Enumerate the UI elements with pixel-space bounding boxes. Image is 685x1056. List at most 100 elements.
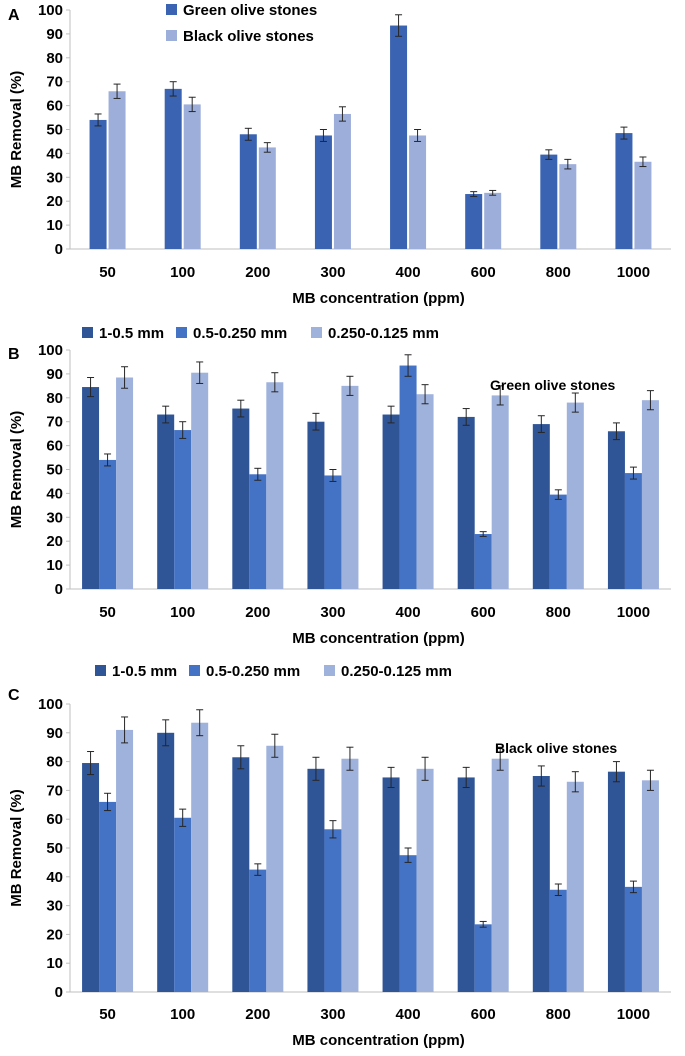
- x-tick-label: 400: [396, 1006, 421, 1023]
- bar: [559, 164, 577, 249]
- error-bar: [646, 769, 654, 791]
- error-bar: [312, 412, 320, 431]
- bar: [174, 817, 192, 992]
- y-tick-label: 30: [46, 169, 63, 186]
- y-tick-label: 40: [46, 485, 63, 502]
- bar: [249, 869, 267, 992]
- y-tick-label: 50: [46, 122, 63, 139]
- bar: [491, 758, 509, 992]
- error-bar: [237, 745, 245, 770]
- bar: [409, 135, 427, 249]
- bar: [566, 781, 584, 992]
- error-bar: [271, 733, 279, 758]
- error-bar: [329, 469, 337, 482]
- x-tick-label: 50: [99, 604, 116, 621]
- x-axis-title: MB concentration (ppm): [292, 630, 465, 647]
- y-tick-label: 40: [46, 869, 63, 886]
- error-bar: [94, 113, 102, 127]
- bar: [307, 421, 325, 589]
- y-tick-label: 60: [46, 98, 63, 115]
- error-bar: [612, 761, 620, 783]
- bar: [457, 416, 475, 589]
- legend-swatch: [166, 4, 177, 15]
- bar: [549, 889, 567, 992]
- x-tick-label: 600: [471, 1006, 496, 1023]
- bar: [99, 459, 117, 589]
- error-bar: [319, 129, 327, 142]
- legend-item: 0.5-0.250 mm: [176, 325, 287, 342]
- error-bar: [196, 361, 204, 384]
- x-tick-label: 200: [245, 1006, 270, 1023]
- bar: [99, 801, 117, 992]
- error-bar: [404, 847, 412, 863]
- y-tick-label: 50: [46, 840, 63, 857]
- legend-swatch: [324, 665, 335, 676]
- error-bar: [496, 385, 504, 406]
- bar: [549, 494, 567, 589]
- bar: [382, 414, 400, 589]
- error-bar: [188, 96, 196, 113]
- bar: [624, 473, 642, 589]
- x-tick-label: 300: [320, 1006, 345, 1023]
- bar: [390, 25, 408, 249]
- bar: [249, 474, 267, 589]
- bar: [634, 161, 652, 249]
- error-bar: [87, 751, 95, 776]
- bar: [183, 104, 201, 249]
- bar: [540, 154, 558, 249]
- y-tick-label: 90: [46, 725, 63, 742]
- y-tick-label: 100: [38, 696, 63, 713]
- y-tick-label: 30: [46, 898, 63, 915]
- error-bar: [271, 372, 279, 393]
- panel-c: C 0 10 20 30 40 50 60 70 80 90 100 50 100 200 300 400 600…: [8, 663, 671, 1049]
- error-bar: [479, 531, 487, 537]
- x-tick-label: 100: [170, 1006, 195, 1023]
- legend: Green olive stones Black olive stones: [166, 2, 317, 45]
- y-tick-label: 0: [55, 581, 63, 598]
- y-tick-label: 80: [46, 390, 63, 407]
- error-bar: [104, 792, 112, 812]
- panel-annotation: Black olive stones: [495, 740, 617, 756]
- error-bar: [462, 408, 470, 426]
- bar: [232, 408, 250, 589]
- y-tick-label: 10: [46, 217, 63, 234]
- legend-swatch: [166, 30, 177, 41]
- legend-item: 1-0.5 mm: [82, 325, 164, 342]
- bar: [474, 534, 492, 589]
- error-bar: [496, 746, 504, 771]
- bar: [641, 780, 659, 992]
- error-bar: [169, 81, 177, 97]
- y-tick-label: 20: [46, 193, 63, 210]
- y-axis-title: MB Removal (%): [8, 789, 25, 907]
- panel-annotation: Green olive stones: [490, 377, 615, 393]
- error-bar: [104, 453, 112, 467]
- bar: [341, 758, 359, 992]
- x-tick-label: 300: [320, 604, 345, 621]
- error-bar: [387, 405, 395, 424]
- legend-label: 1-0.5 mm: [99, 325, 164, 342]
- x-tick-label: 100: [170, 604, 195, 621]
- y-tick-label: 0: [55, 241, 63, 258]
- error-bar: [564, 158, 572, 170]
- error-bar: [346, 746, 354, 771]
- bar: [164, 88, 182, 250]
- error-bar: [346, 375, 354, 396]
- x-tick-label: 1000: [617, 604, 650, 621]
- error-bar: [646, 390, 654, 411]
- legend-label: 0.5-0.250 mm: [193, 325, 287, 342]
- error-bar: [620, 126, 628, 140]
- bar: [116, 377, 134, 589]
- bar: [157, 414, 175, 589]
- panel-letter-c: C: [8, 687, 20, 704]
- error-bar: [554, 883, 562, 897]
- x-axis-title: MB concentration (ppm): [292, 290, 465, 307]
- error-bar: [537, 415, 545, 433]
- legend: 1-0.5 mm 0.5-0.250 mm 0.250-0.125 mm: [95, 663, 452, 680]
- bar: [333, 113, 351, 249]
- bar: [258, 147, 276, 249]
- bar: [615, 133, 633, 249]
- y-tick-label: 70: [46, 782, 63, 799]
- bar: [607, 431, 625, 589]
